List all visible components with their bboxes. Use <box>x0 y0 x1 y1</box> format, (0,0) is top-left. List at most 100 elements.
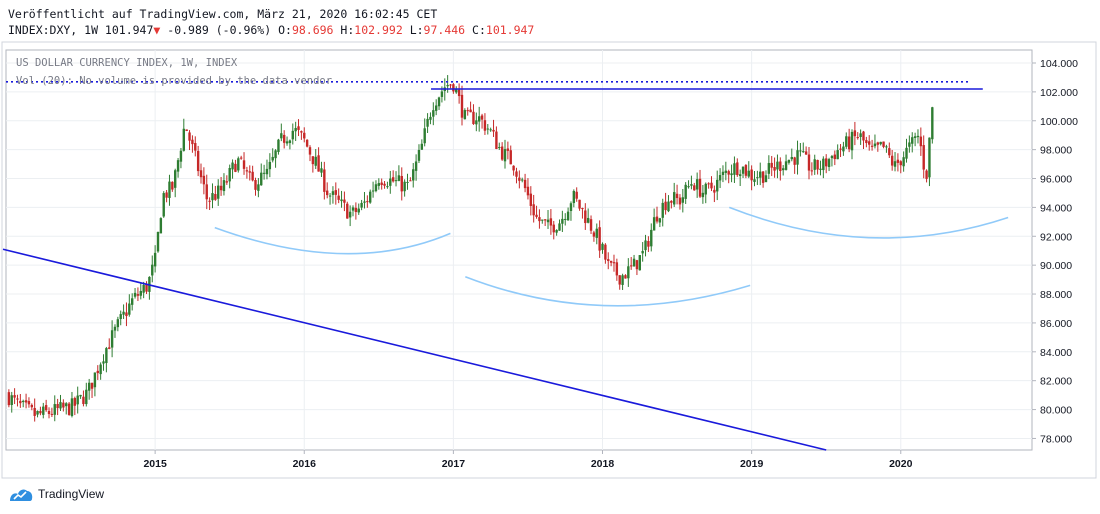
candle-body <box>853 130 857 137</box>
candle-body <box>297 126 300 130</box>
candle-body <box>446 84 449 87</box>
candle-body <box>222 180 226 192</box>
y-tick-label: 98.000 <box>1040 145 1072 157</box>
candle-body <box>403 181 406 192</box>
candle-body <box>804 151 808 155</box>
candle-body <box>842 146 845 152</box>
candle-body <box>260 172 263 186</box>
candle-body <box>47 410 51 415</box>
candle-body <box>371 190 375 192</box>
candle-body <box>85 389 88 405</box>
candle-body <box>756 177 759 179</box>
candle-body <box>845 136 848 147</box>
candle-body <box>902 157 905 167</box>
candle-body <box>414 161 418 171</box>
candle-body <box>644 240 647 251</box>
candle-body <box>466 110 469 112</box>
candle-body <box>369 191 372 203</box>
y-tick-label: 100.000 <box>1040 116 1078 128</box>
candle-body <box>893 161 897 167</box>
candle-body <box>314 156 317 166</box>
candle-body <box>237 158 240 171</box>
candle-body <box>440 91 444 97</box>
candle-body <box>96 370 99 374</box>
candle-body <box>102 361 105 364</box>
candle-body <box>65 403 68 407</box>
candle-body <box>584 210 587 224</box>
candle-body <box>876 142 880 145</box>
candle-body <box>99 364 102 375</box>
candle-body <box>248 171 251 173</box>
candle-body <box>793 157 796 165</box>
candle-body <box>819 168 822 170</box>
candle-body <box>598 227 601 251</box>
candle-body <box>698 178 702 197</box>
symbol-line: INDEX:DXY, 1W 101.947▼ -0.989 (-0.96%) O… <box>8 22 534 38</box>
candle-body <box>690 184 693 186</box>
candle-body <box>391 177 395 182</box>
brand-name[interactable]: TradingView <box>38 487 105 501</box>
candle-body <box>67 403 71 415</box>
y-tick-label: 94.000 <box>1040 202 1072 214</box>
candle-body <box>546 219 550 223</box>
candle-body <box>343 199 346 203</box>
candle-body <box>641 250 644 254</box>
candle-body <box>885 146 888 148</box>
candle-body <box>500 146 504 160</box>
candle-body <box>503 149 507 162</box>
candle-body <box>486 128 489 130</box>
candle-body <box>492 129 495 132</box>
candle-body <box>357 208 360 213</box>
candle-body <box>738 174 742 177</box>
candle-body <box>185 129 188 131</box>
candle-body <box>529 193 533 206</box>
legend-title: US DOLLAR CURRENCY INDEX, 1W, INDEX <box>16 57 238 69</box>
high-label: H: <box>340 23 355 37</box>
candle-body <box>673 192 676 205</box>
candle-body <box>30 404 34 408</box>
candle-body <box>475 120 478 125</box>
candle-body <box>406 181 409 183</box>
candle-body <box>346 203 349 219</box>
open-label: O: <box>278 23 292 37</box>
candle-body <box>813 159 816 170</box>
candle-body <box>291 130 294 140</box>
legend-volume: Vol (20): No volume is provided by the d… <box>16 75 332 87</box>
candle-body <box>776 161 779 170</box>
candle-body <box>217 185 220 199</box>
candle-body <box>724 170 728 173</box>
y-tick-label: 96.000 <box>1040 174 1072 186</box>
candle-body <box>770 162 773 168</box>
chart-frame <box>1 41 1097 479</box>
high-value: 102.992 <box>354 23 403 37</box>
candle-body <box>82 396 85 405</box>
candle-body <box>609 260 613 263</box>
candle-body <box>452 84 455 92</box>
candle-body <box>383 183 386 186</box>
candle-body <box>787 159 791 163</box>
y-tick-label: 88.000 <box>1040 289 1072 301</box>
candle-body <box>199 170 203 178</box>
candle-body <box>607 259 610 261</box>
close-value: 101.947 <box>485 23 535 37</box>
candle-body <box>512 165 515 171</box>
candle-body <box>632 258 636 267</box>
candle-body <box>334 190 338 195</box>
candlesticks <box>7 75 934 422</box>
y-tick-label: 84.000 <box>1040 347 1072 359</box>
candle-body <box>687 186 690 188</box>
candle-body <box>518 177 521 181</box>
candle-body <box>693 185 696 191</box>
candle-body <box>228 167 231 182</box>
candle-body <box>331 191 335 195</box>
price-chart[interactable]: 104.000 102.000 100.000 98.000 96.000 94.000 9… <box>0 0 1100 480</box>
candle-body <box>265 168 269 175</box>
candle-body <box>652 217 656 231</box>
candle-body <box>781 168 785 171</box>
candle-body <box>618 275 621 285</box>
candle-body <box>125 312 128 317</box>
candle-body <box>638 255 641 271</box>
chart-axes: 104.000 102.000 100.000 98.000 96.000 94.000 9… <box>143 58 1078 470</box>
candle-body <box>890 155 894 166</box>
candle-body <box>130 298 134 305</box>
